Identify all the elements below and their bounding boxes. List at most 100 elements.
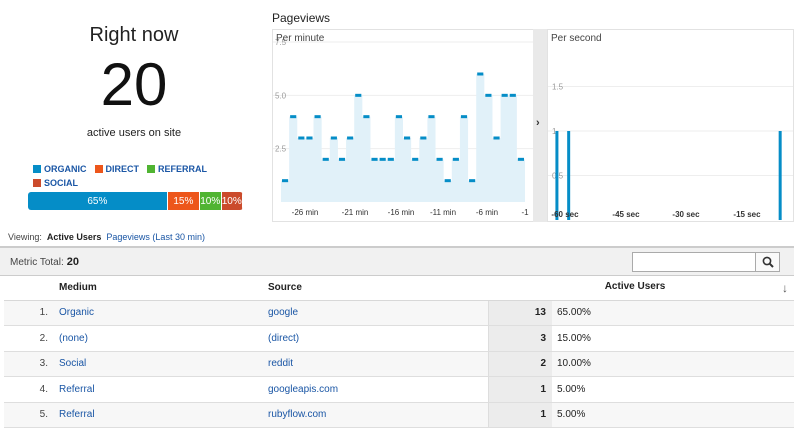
per-minute-area <box>281 74 525 202</box>
search-input[interactable] <box>632 252 756 272</box>
active-users-subtitle: active users on site <box>86 127 182 139</box>
active-users-header-label: Active Users <box>604 280 666 292</box>
legend-swatch <box>33 165 41 173</box>
table-row: 5. Referral rubyflow.com 1 5.00% <box>4 402 794 428</box>
row-rank: 5. <box>4 402 54 428</box>
row-source-link[interactable]: reddit <box>268 351 488 377</box>
search-icon <box>762 256 774 268</box>
per-minute-bar <box>460 115 468 119</box>
chevron-right-icon: › <box>536 117 540 129</box>
per-minute-bar <box>509 93 516 97</box>
breakdown-segment-social: 10% <box>221 192 243 210</box>
per-minute-bar <box>477 72 484 76</box>
per-minute-bar <box>306 136 313 140</box>
row-source-link[interactable]: google <box>268 300 488 326</box>
active-users-column-header[interactable]: Active Users ↓ <box>488 276 794 301</box>
legend-label: ORGANIC <box>44 164 87 174</box>
x-tick-label: -15 sec <box>733 210 761 219</box>
row-source-link[interactable]: rubyflow.com <box>268 402 488 428</box>
legend-item-referral: REFERRAL <box>147 164 207 174</box>
per-minute-bar <box>420 136 427 140</box>
legend-item-organic: ORGANIC <box>33 164 87 174</box>
per-minute-chart: 7.5 5.0 2.5 -26 min -21 min -16 min -11 min -6 … <box>272 29 534 222</box>
tab-pageviews-last-30-min[interactable]: Pageviews (Last 30 min) <box>106 232 205 242</box>
row-rank: 4. <box>4 376 54 403</box>
search-button[interactable] <box>756 252 780 272</box>
sort-descending-icon[interactable]: ↓ <box>782 280 788 295</box>
row-percentage: 5.00% <box>552 376 794 403</box>
chart-toggle-handle[interactable]: › <box>533 29 547 222</box>
y-tick-label: 5.0 <box>275 91 287 100</box>
table-row: 1. Organic google 13 65.00% <box>4 300 794 326</box>
legend-label: REFERRAL <box>158 164 207 174</box>
medium-column-header[interactable]: Medium <box>54 276 268 301</box>
legend-swatch <box>94 165 103 173</box>
metric-total-value: 20 <box>66 256 79 268</box>
row-medium-link[interactable]: Referral <box>54 402 268 428</box>
viewing-tabs: Viewing: Active Users Pageviews (Last 30… <box>8 232 205 250</box>
table-row: 4. Referral googleapis.com 1 5.00% <box>4 376 794 403</box>
per-second-spike <box>778 131 782 220</box>
per-minute-bar <box>379 157 386 161</box>
row-rank: 2. <box>4 325 54 352</box>
x-tick-label: -6 min <box>476 208 498 217</box>
per-minute-bar <box>395 115 402 119</box>
metric-total-label: Metric Total: <box>10 257 64 268</box>
row-active-users: 2 <box>487 351 552 377</box>
metric-total-bar: Metric Total: 20 <box>0 246 794 276</box>
legend-item-social: SOCIAL <box>33 178 78 188</box>
per-second-label: Per second <box>551 33 602 44</box>
per-minute-bar <box>355 93 362 97</box>
per-minute-bar <box>282 179 289 183</box>
per-minute-bar <box>298 136 305 140</box>
row-rank: 1. <box>4 300 54 326</box>
tab-active-users[interactable]: Active Users <box>46 232 102 250</box>
legend-item-direct: DIRECT <box>94 164 140 174</box>
per-minute-bar <box>347 136 354 140</box>
row-source-link[interactable]: (direct) <box>268 325 488 352</box>
breakdown-segment-organic: 65% <box>28 192 168 210</box>
per-minute-bar <box>501 93 508 97</box>
active-users-table: Medium Source Active Users ↓ 1. Organic … <box>4 276 794 428</box>
x-tick-label: -45 sec <box>612 210 640 219</box>
row-percentage: 15.00% <box>552 325 794 352</box>
row-active-users: 3 <box>487 325 552 352</box>
row-medium-link[interactable]: Referral <box>54 376 268 403</box>
per-minute-bar <box>493 136 500 140</box>
row-percentage: 10.00% <box>552 351 794 377</box>
per-minute-bar <box>363 115 370 119</box>
row-source-link[interactable]: googleapis.com <box>268 376 488 403</box>
legend-label: DIRECT <box>105 164 140 174</box>
per-minute-bar <box>452 157 459 161</box>
right-now-title: Right now <box>89 24 179 46</box>
per-minute-bar <box>387 157 394 161</box>
table-row: 3. Social reddit 2 10.00% <box>4 351 794 377</box>
legend-swatch <box>147 165 155 173</box>
per-minute-bar <box>444 179 451 183</box>
per-minute-bar <box>314 115 321 119</box>
x-tick-label: -1 <box>521 208 529 217</box>
y-tick-label: 1 <box>552 127 557 136</box>
source-column-header[interactable]: Source <box>268 276 488 301</box>
traffic-legend: ORGANIC DIRECT REFERRAL SOCIAL <box>33 164 253 192</box>
row-medium-link[interactable]: Social <box>54 351 268 377</box>
legend-swatch <box>33 179 41 187</box>
row-active-users: 1 <box>487 376 552 403</box>
row-percentage: 5.00% <box>552 402 794 428</box>
active-users-count: 20 <box>100 51 168 118</box>
x-tick-label: -30 sec <box>672 210 700 219</box>
per-minute-chart-svg: 7.5 5.0 2.5 -26 min -21 min -16 min -11 min -6 … <box>273 38 533 217</box>
y-tick-label: 1.5 <box>552 83 564 92</box>
per-minute-bar <box>322 157 329 161</box>
right-now-panel: Right now 20 active users on site <box>28 24 240 139</box>
x-tick-label: -21 min <box>342 208 369 217</box>
breakdown-segment-direct: 15% <box>167 192 200 210</box>
per-minute-bar <box>412 157 419 161</box>
breakdown-segment-referral: 10% <box>200 192 222 210</box>
row-active-users: 1 <box>487 402 552 428</box>
row-medium-link[interactable]: Organic <box>54 300 268 326</box>
row-medium-link[interactable]: (none) <box>54 325 268 352</box>
per-minute-bar <box>436 157 443 161</box>
per-second-spike <box>555 131 559 220</box>
x-tick-label: -11 min <box>430 208 456 217</box>
